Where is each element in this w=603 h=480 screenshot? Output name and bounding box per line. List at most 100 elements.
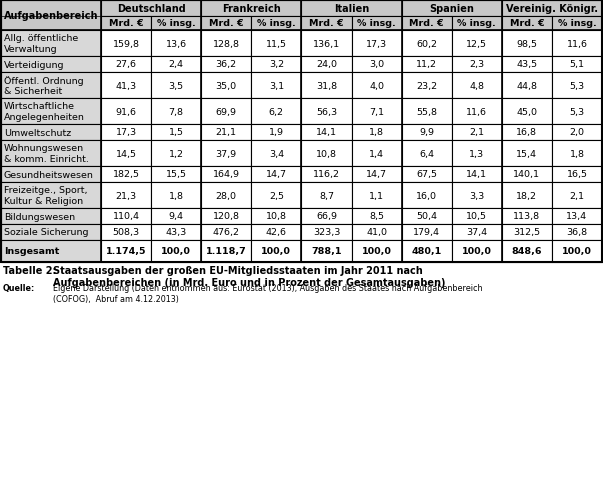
Bar	[452, 73, 502, 99]
Bar	[151, 125, 201, 141]
Bar	[452, 141, 502, 167]
Bar	[251, 125, 302, 141]
Text: 136,1: 136,1	[313, 39, 340, 48]
Text: 7,1: 7,1	[369, 107, 384, 116]
Text: Tabelle 2:: Tabelle 2:	[3, 265, 57, 276]
Bar	[302, 99, 352, 125]
Text: 508,3: 508,3	[113, 228, 140, 237]
Bar	[552, 17, 602, 31]
Bar	[201, 125, 251, 141]
Text: Wirtschaftliche
Angelegenheiten: Wirtschaftliche Angelegenheiten	[4, 102, 85, 121]
Bar	[552, 167, 602, 182]
Text: 10,8: 10,8	[266, 212, 287, 221]
Text: 36,8: 36,8	[566, 228, 587, 237]
Text: 13,6: 13,6	[166, 39, 187, 48]
Text: 14,1: 14,1	[316, 128, 337, 137]
Text: 3,1: 3,1	[269, 81, 284, 90]
Bar	[402, 182, 452, 209]
Text: 164,9: 164,9	[213, 170, 240, 179]
Text: Mrd. €: Mrd. €	[209, 20, 244, 28]
Text: 1,8: 1,8	[369, 128, 384, 137]
Bar	[201, 141, 251, 167]
Text: 36,2: 36,2	[216, 60, 237, 69]
Text: 11,5: 11,5	[266, 39, 287, 48]
Text: 100,0: 100,0	[562, 247, 592, 256]
Text: 55,8: 55,8	[416, 107, 437, 116]
Bar	[452, 57, 502, 73]
Bar	[302, 225, 352, 240]
Text: % insg.: % insg.	[457, 20, 496, 28]
Text: 120,8: 120,8	[213, 212, 240, 221]
Text: 1,3: 1,3	[469, 149, 484, 158]
Text: % insg.: % insg.	[558, 20, 596, 28]
Bar	[101, 1, 201, 17]
Bar	[101, 240, 151, 263]
Bar	[1, 99, 101, 125]
Bar	[452, 125, 502, 141]
Bar	[552, 225, 602, 240]
Text: 2,1: 2,1	[569, 191, 584, 200]
Text: 23,2: 23,2	[416, 81, 437, 90]
Bar	[502, 240, 552, 263]
Bar	[1, 31, 101, 57]
Bar	[502, 31, 552, 57]
Text: 2,5: 2,5	[269, 191, 284, 200]
Text: 67,5: 67,5	[416, 170, 437, 179]
Text: 10,8: 10,8	[316, 149, 337, 158]
Text: 43,5: 43,5	[516, 60, 537, 69]
Text: 13,4: 13,4	[566, 212, 587, 221]
Text: 3,0: 3,0	[369, 60, 384, 69]
Bar	[251, 57, 302, 73]
Bar	[502, 57, 552, 73]
Text: Italien: Italien	[334, 4, 369, 14]
Text: 17,3: 17,3	[366, 39, 387, 48]
Text: 480,1: 480,1	[411, 247, 442, 256]
Bar	[1, 182, 101, 209]
Bar	[101, 167, 151, 182]
Bar	[1, 73, 101, 99]
Bar	[352, 57, 402, 73]
Bar	[452, 182, 502, 209]
Bar	[402, 17, 452, 31]
Bar	[402, 225, 452, 240]
Text: 6,2: 6,2	[269, 107, 284, 116]
Bar	[302, 17, 352, 31]
Bar	[1, 1, 101, 31]
Bar	[101, 182, 151, 209]
Bar	[101, 125, 151, 141]
Text: % insg.: % insg.	[257, 20, 295, 28]
Bar	[452, 31, 502, 57]
Bar	[402, 57, 452, 73]
Text: 43,3: 43,3	[166, 228, 187, 237]
Bar	[302, 31, 352, 57]
Bar	[1, 125, 101, 141]
Bar	[452, 225, 502, 240]
Text: 4,0: 4,0	[369, 81, 384, 90]
Text: Soziale Sicherung: Soziale Sicherung	[4, 228, 89, 237]
Bar	[251, 167, 302, 182]
Bar	[552, 182, 602, 209]
Bar	[201, 17, 251, 31]
Bar	[201, 240, 251, 263]
Text: 2,0: 2,0	[569, 128, 584, 137]
Bar	[502, 209, 552, 225]
Text: 128,8: 128,8	[213, 39, 240, 48]
Text: 66,9: 66,9	[316, 212, 337, 221]
Bar	[352, 141, 402, 167]
Text: 21,1: 21,1	[216, 128, 237, 137]
Text: 110,4: 110,4	[113, 212, 139, 221]
Text: 16,8: 16,8	[516, 128, 537, 137]
Bar	[302, 125, 352, 141]
Bar	[101, 209, 151, 225]
Bar	[201, 167, 251, 182]
Bar	[251, 31, 302, 57]
Text: 312,5: 312,5	[513, 228, 540, 237]
Text: 8,5: 8,5	[369, 212, 384, 221]
Bar	[402, 73, 452, 99]
Text: 113,8: 113,8	[513, 212, 540, 221]
Bar	[101, 57, 151, 73]
Text: 35,0: 35,0	[216, 81, 237, 90]
Bar	[452, 240, 502, 263]
Text: Mrd. €: Mrd. €	[109, 20, 144, 28]
Bar	[402, 209, 452, 225]
